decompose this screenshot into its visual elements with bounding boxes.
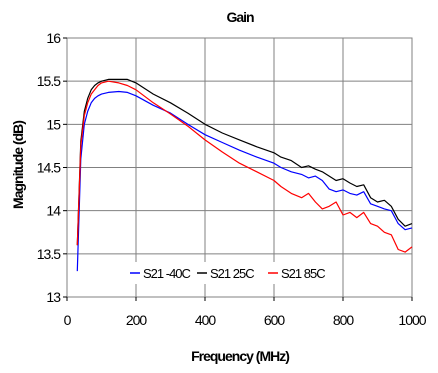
y-tick-label: 15 [46, 116, 61, 132]
x-axis-title: Frequency (MHz) [191, 348, 289, 364]
chart-title: Gain [226, 9, 254, 25]
x-tick-label: 800 [333, 312, 355, 328]
y-tick-label: 13.5 [37, 246, 61, 262]
legend-entry-label: S21 25C [210, 266, 254, 281]
chart-gridlines [66, 37, 413, 298]
legend-entry-label: S21 -40C [143, 266, 191, 281]
y-tick-label: 13 [46, 289, 61, 305]
y-tick-label: 14 [46, 203, 61, 219]
x-tick-label: 200 [126, 312, 148, 328]
x-tick-label: 600 [264, 312, 286, 328]
legend-box [125, 262, 335, 284]
legend-entry-label: S21 85C [281, 266, 325, 281]
x-tick-label: 0 [64, 312, 72, 328]
y-axis: 13 13.5 14 14.5 15 15.5 16 [37, 30, 67, 305]
series-lines [76, 78, 413, 272]
x-tick-label: 1000 [398, 312, 426, 328]
y-axis-title: Magnitude (dB) [10, 121, 26, 209]
series-line-1 [76, 78, 413, 246]
y-tick-label: 15.5 [37, 73, 61, 89]
x-tick-label: 400 [195, 312, 217, 328]
series-line-2 [76, 80, 413, 253]
x-axis: 0 200 400 600 800 1000 [64, 297, 428, 328]
series-line-0 [76, 90, 413, 272]
y-tick-label: 16 [46, 30, 61, 46]
y-tick-label: 14.5 [37, 160, 61, 176]
legend: S21 -40C S21 25C S21 85C [125, 262, 335, 284]
